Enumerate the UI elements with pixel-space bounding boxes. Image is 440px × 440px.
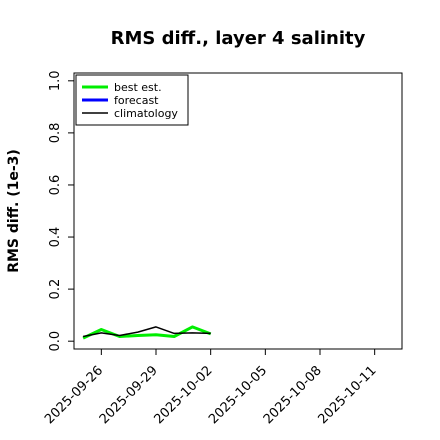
y-tick-label: 0.8	[48, 123, 63, 144]
legend-label-2: climatology	[114, 107, 178, 120]
x-axis: 2025-09-262025-09-292025-10-022025-10-05…	[42, 349, 380, 427]
y-tick-label: 1.0	[48, 70, 63, 91]
y-tick-label: 0.6	[48, 175, 63, 196]
y-tick-label: 0.0	[48, 331, 63, 352]
y-tick-label: 0.4	[48, 227, 63, 248]
legend-label-0: best est.	[114, 81, 162, 94]
y-axis: 0.0 0.2 0.4 0.6 0.8 1.0	[48, 70, 74, 352]
x-tick-label: 2025-10-11	[315, 363, 379, 427]
legend-label-1: forecast	[114, 94, 159, 107]
y-axis-label: RMS diff. (1e-3)	[6, 149, 22, 273]
series-layer	[82, 325, 212, 340]
plot-frame	[73, 72, 403, 350]
series-line-2	[82, 326, 211, 338]
series-line-0	[82, 325, 212, 340]
chart-title: RMS diff., layer 4 salinity	[111, 28, 366, 49]
y-tick-label: 0.2	[48, 279, 63, 300]
